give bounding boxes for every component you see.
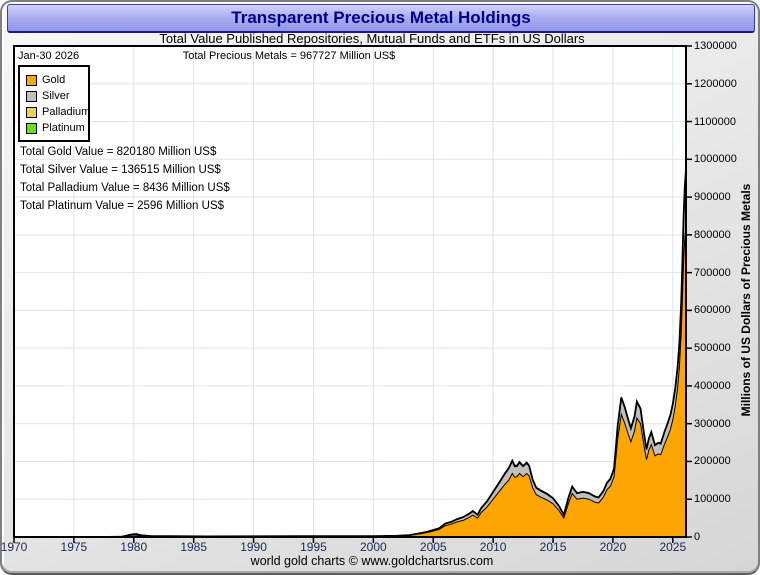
x-tick-label: 1990 [240,540,267,554]
totals-block: Total Gold Value = 820180 Million US$ To… [20,146,230,218]
legend-item-gold: Gold [26,72,85,88]
gold-swatch-icon [26,74,37,86]
y-tick-label: 100000 [694,493,731,506]
platinum-swatch-icon [26,122,37,134]
palladium-swatch-icon [26,106,37,118]
y-tick-label: 900000 [694,191,731,204]
legend: Gold Silver Palladium Platinum [18,65,90,142]
chart-title: Transparent Precious Metal Holdings [231,8,531,27]
x-tick-label: 1995 [300,540,327,554]
x-tick-label: 1980 [120,540,148,554]
y-tick-label: 800000 [694,228,731,241]
y-tick-label: 1000000 [694,153,737,166]
date-annotation: Jan-30 2026 [18,50,80,62]
legend-label-palladium: Palladium [42,106,91,118]
total-precious-metals-annotation: Total Precious Metals = 967727 Million U… [182,50,396,62]
total-platinum-value: Total Platinum Value = 2596 Million US$ [20,200,225,212]
legend-item-platinum: Platinum [26,120,85,136]
legend-item-silver: Silver [26,88,85,104]
title-bar: Transparent Precious Metal Holdings [7,4,755,33]
x-tick-label: 2015 [539,540,567,554]
y-tick-label: 400000 [694,379,731,392]
total-palladium-value: Total Palladium Value = 8436 Million US$ [20,182,230,194]
x-tick-label: 2000 [359,540,387,554]
silver-swatch-icon [26,90,37,102]
y-tick-label: 500000 [694,342,731,355]
y-tick-label: 700000 [694,266,731,279]
total-gold-value: Total Gold Value = 820180 Million US$ [20,146,217,158]
y-axis-title: Millions of US Dollars of Precious Metal… [739,183,753,417]
y-tick-label: 1200000 [694,77,737,90]
footer-credit: world gold charts © www.goldchartsrus.co… [250,554,494,568]
legend-label-gold: Gold [42,74,66,86]
legend-label-silver: Silver [42,90,70,102]
y-tick-label: 0 [694,531,701,543]
chart-subtitle: Total Value Published Repositories, Mutu… [159,31,585,46]
x-tick-label: 1970 [0,540,28,554]
total-silver-value: Total Silver Value = 136515 Million US$ [20,164,221,176]
y-tick-label: 300000 [694,417,731,430]
x-tick-label: 2025 [659,540,687,554]
y-tick-label: 200000 [694,455,731,468]
legend-label-platinum: Platinum [42,122,85,134]
x-tick-label: 1975 [60,540,88,554]
y-tick-label: 600000 [694,304,731,317]
x-tick-label: 1985 [180,540,208,554]
x-tick-label: 2005 [419,540,447,554]
y-tick-label: 1100000 [694,115,737,128]
x-tick-label: 2010 [479,540,507,554]
y-tick-label: 1300000 [694,40,737,52]
x-tick-label: 2020 [599,540,627,554]
legend-item-palladium: Palladium [26,104,90,120]
